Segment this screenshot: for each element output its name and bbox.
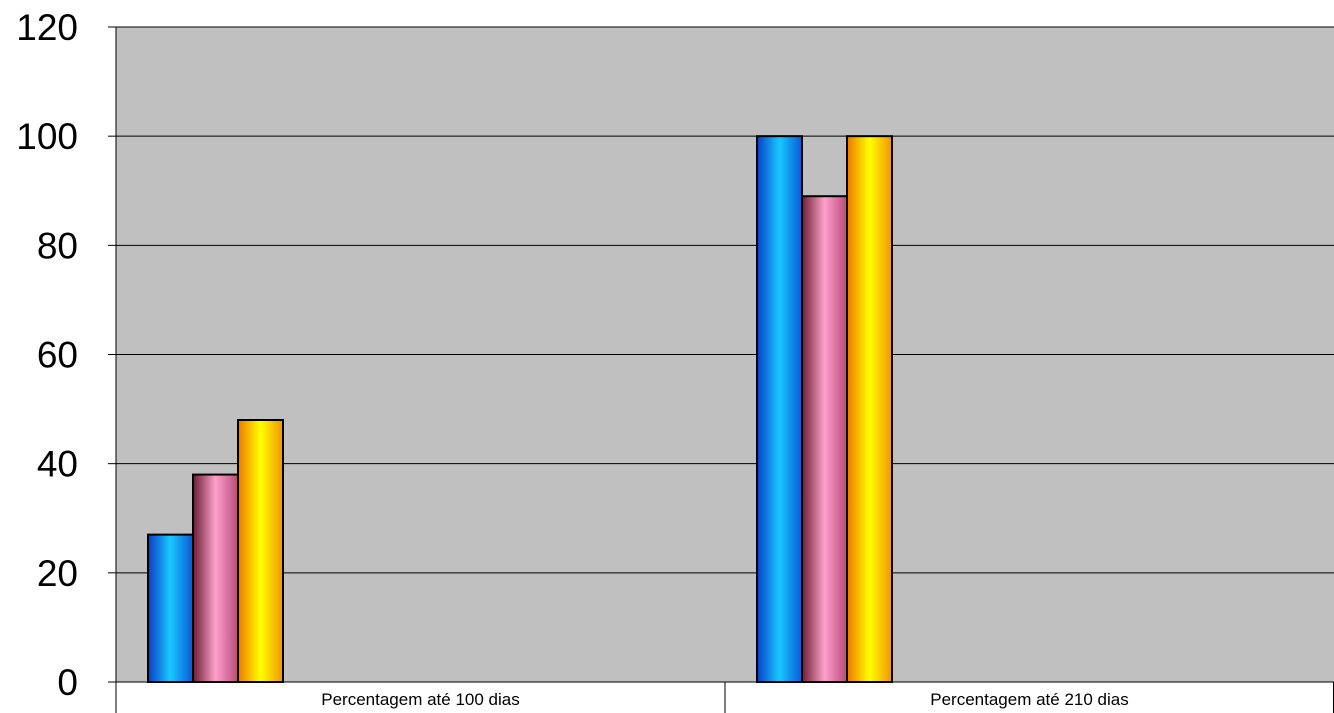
- y-tick-label: 120: [16, 7, 78, 48]
- y-tick-label: 80: [37, 225, 78, 266]
- y-axis-ticks: 0 20 40 60 80 100 120: [16, 7, 78, 703]
- x-tick-label: Percentagem até 210 dias: [930, 690, 1128, 709]
- bar: [801, 195, 848, 683]
- bars: [147, 135, 893, 684]
- y-tick-label: 0: [57, 662, 78, 703]
- y-tick-label: 20: [37, 553, 78, 594]
- bar: [756, 135, 803, 683]
- y-tick-label: 100: [16, 116, 78, 157]
- x-axis-ticks: Percentagem até 100 dias Percentagem até …: [321, 690, 1128, 709]
- y-tick-label: 60: [37, 335, 78, 376]
- bar: [147, 533, 194, 683]
- x-tick-label: Percentagem até 100 dias: [321, 690, 519, 709]
- y-tick-label: 40: [37, 444, 78, 485]
- bar: [846, 135, 893, 683]
- bar: [192, 473, 239, 684]
- gridlines: [116, 26, 1334, 574]
- bar: [237, 419, 284, 683]
